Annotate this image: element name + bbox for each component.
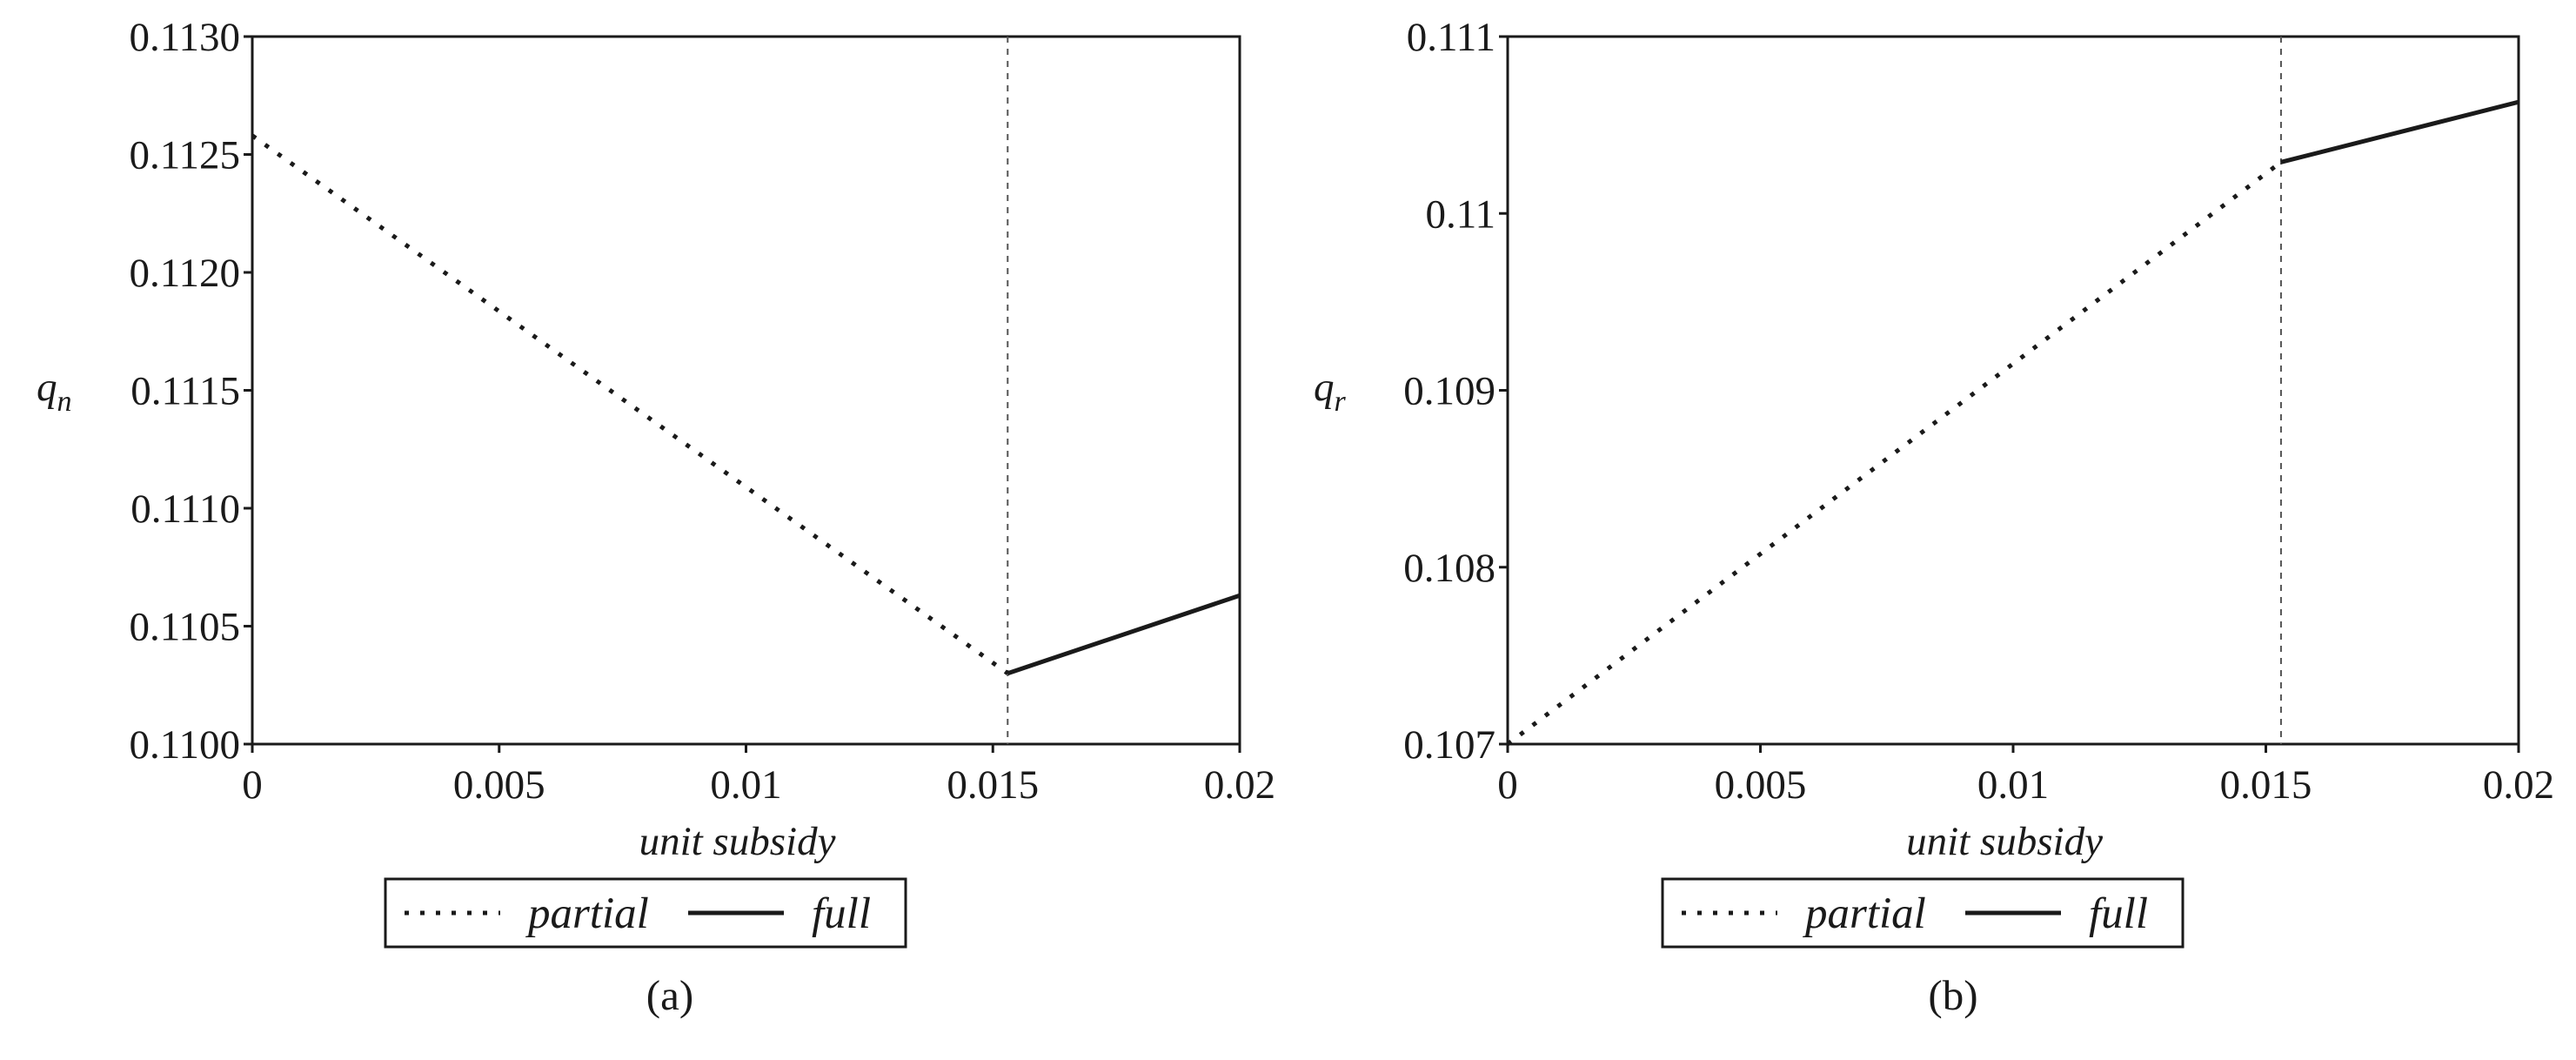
y-axis-label: qn: [37, 365, 72, 418]
x-tick-label: 0.005: [1715, 762, 1807, 808]
series-partial: [1506, 160, 2283, 746]
plot-frame: [1506, 35, 2520, 746]
x-tick-label: 0.015: [947, 762, 1039, 808]
x-axis-title: unit subsidy: [1906, 819, 2103, 864]
legend: partial full: [384, 877, 907, 949]
legend-label-full: full: [812, 889, 871, 938]
y-axis-label-subscript: n: [57, 386, 72, 418]
panel-caption: (b): [1928, 971, 1977, 1019]
x-axis-title: unit subsidy: [639, 819, 836, 864]
y-axis-label: qr: [1314, 365, 1347, 418]
y-tick-label: 0.1130: [129, 15, 240, 60]
legend-label-partial: partial: [1803, 889, 1926, 938]
x-tick-label: 0.02: [1204, 762, 1275, 808]
x-tick-label: 0: [242, 762, 263, 808]
y-tick-label: 0.108: [1403, 546, 1495, 591]
legend-label-partial: partial: [525, 889, 649, 938]
y-tick-label: 0.1125: [129, 133, 240, 178]
y-tick-label: 0.1120: [129, 251, 240, 296]
y-axis-label-main: q: [37, 365, 57, 410]
chart-panel-b: 0.107 0.108 0.109 0.11 0.111 0 0.005 0.01 0.015 0…: [1314, 15, 2554, 1019]
y-tick-label: 0.1105: [129, 605, 240, 650]
chart-panel-a: 0.1100 0.1105 0.1110 0.1115 0.1120 0.1125 0.11…: [37, 15, 1275, 1019]
x-tick-label: 0: [1497, 762, 1518, 808]
legend-box: [1661, 877, 2185, 949]
legend-label-full: full: [2089, 889, 2148, 938]
x-tick-label: 0.005: [453, 762, 545, 808]
panel-caption: (a): [646, 971, 693, 1019]
series-full: [2280, 99, 2519, 164]
legend: partial full: [1661, 877, 2185, 949]
y-tick-label: 0.109: [1403, 369, 1495, 414]
y-tick-label: 0.11: [1425, 191, 1495, 237]
x-tick-label: 0.015: [2220, 762, 2312, 808]
x-tick-label: 0.02: [2483, 762, 2554, 808]
series-full: [1007, 593, 1241, 676]
y-tick-label: 0.1115: [130, 369, 240, 414]
y-tick-label: 0.107: [1403, 722, 1495, 768]
x-tick-label: 0.01: [1977, 762, 2049, 808]
y-tick-label: 0.1110: [130, 486, 240, 532]
y-axis-label-subscript: r: [1335, 386, 1347, 418]
y-axis-label-main: q: [1314, 365, 1335, 410]
series-partial: [251, 133, 1009, 675]
legend-box: [384, 877, 907, 949]
y-tick-label: 0.111: [1407, 15, 1495, 60]
y-tick-label: 0.1100: [129, 722, 240, 768]
plot-frame: [251, 35, 1241, 746]
x-tick-label: 0.01: [710, 762, 781, 808]
